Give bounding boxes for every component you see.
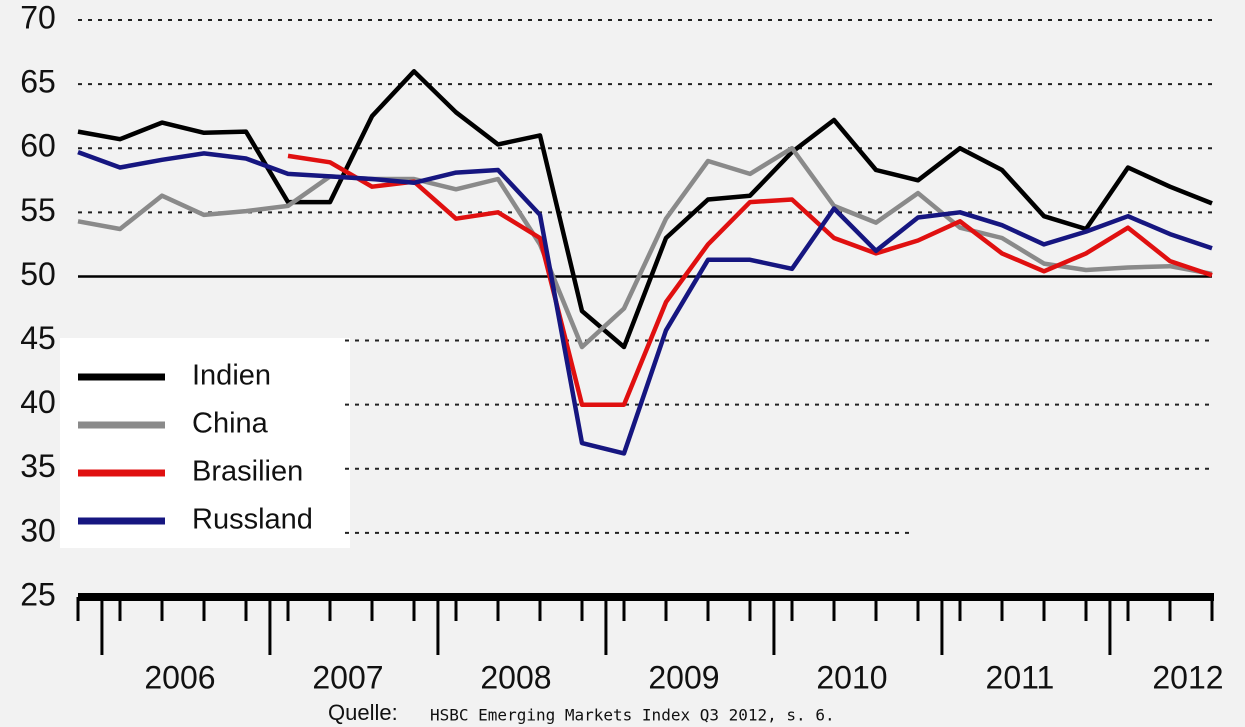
source-label: Quelle:: [328, 700, 398, 725]
series-line: [287, 153, 1213, 407]
legend-label: China: [192, 408, 269, 440]
y-tick-label: 60: [20, 128, 56, 164]
x-tick-label: 2006: [144, 659, 215, 695]
legend-label: Brasilien: [192, 456, 303, 488]
y-tick-label: 30: [20, 512, 56, 548]
legend-label: Russland: [192, 504, 313, 536]
x-tick-label: 2007: [312, 659, 383, 695]
y-tick-label: 35: [20, 448, 56, 484]
y-tick-label: 65: [20, 64, 56, 100]
series-line: [77, 149, 1213, 456]
y-tick-label: 40: [20, 384, 56, 420]
x-tick-label: 2011: [986, 659, 1055, 695]
x-tick-label: 2008: [480, 659, 551, 695]
y-tick-label: 25: [20, 576, 56, 612]
x-tick-label: 2012: [1152, 659, 1223, 695]
legend-background: [60, 338, 350, 548]
y-tick-label: 45: [20, 320, 56, 356]
series-line: [77, 145, 1213, 350]
y-tick-label: 55: [20, 192, 56, 228]
x-tick-label: 2009: [648, 659, 719, 695]
y-tick-label: 50: [20, 256, 56, 292]
source: HSBC Emerging Markets Index Q3 2012, s. …: [430, 706, 835, 725]
x-tick-label: 2010: [816, 659, 887, 695]
y-tick-label: 70: [20, 0, 56, 35]
legend-label: Indien: [192, 360, 271, 392]
